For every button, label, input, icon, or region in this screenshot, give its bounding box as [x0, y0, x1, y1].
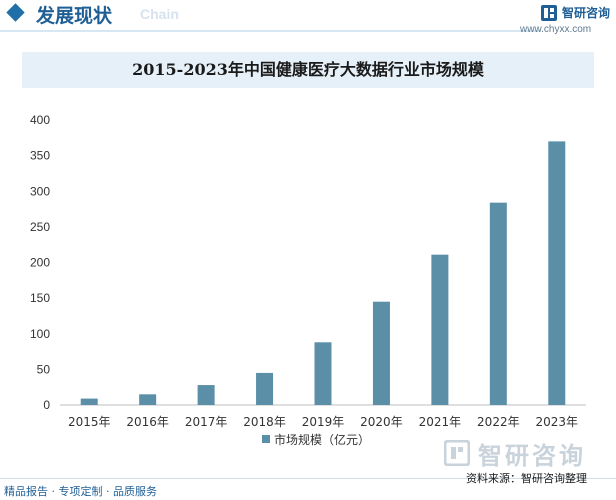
y-tick-label: 250 — [30, 220, 50, 234]
x-tick-label: 2020年 — [360, 415, 403, 429]
x-tick-label: 2016年 — [126, 415, 169, 429]
y-tick-label: 150 — [30, 291, 50, 305]
x-tick-label: 2022年 — [477, 415, 520, 429]
bar-2022年 — [489, 202, 507, 405]
y-tick-label: 100 — [30, 327, 50, 341]
x-tick-label: 2019年 — [302, 415, 345, 429]
section-subtitle: Chain — [140, 6, 179, 22]
watermark-logo-icon — [444, 440, 470, 466]
brand-url: www.chyxx.com — [520, 24, 592, 35]
footer-divider — [0, 478, 616, 479]
legend-swatch — [262, 435, 270, 443]
y-tick-label: 200 — [30, 256, 50, 270]
source-note: 资料来源：智研咨询整理 — [466, 472, 587, 485]
bar-2016年 — [139, 394, 157, 405]
header: 发展现状 Chain 智研咨询 www.chyxx.com — [0, 0, 616, 44]
x-tick-label: 2015年 — [68, 415, 111, 429]
y-tick-label: 50 — [37, 362, 51, 376]
chart-title-band — [22, 52, 594, 88]
bar-2021年 — [431, 254, 449, 405]
x-tick-label: 2018年 — [243, 415, 286, 429]
brand-logo-icon — [541, 5, 557, 21]
header-divider — [0, 30, 540, 32]
bar-2019年 — [314, 342, 332, 405]
chart-title: 2015-2023年中国健康医疗大数据行业市场规模 — [132, 60, 484, 79]
footer-slogan: 精品报告 · 专项定制 · 品质服务 — [4, 485, 157, 498]
bar-2020年 — [372, 301, 390, 405]
y-tick-label: 0 — [43, 398, 50, 412]
bar-2023年 — [548, 141, 566, 405]
x-tick-label: 2023年 — [536, 415, 579, 429]
bar-2017年 — [197, 385, 215, 405]
brand-name: 智研咨询 — [562, 6, 611, 20]
y-tick-label: 300 — [30, 184, 50, 198]
legend-label: 市场规模（亿元） — [274, 432, 370, 447]
bar-2018年 — [256, 372, 274, 405]
x-tick-label: 2017年 — [185, 415, 228, 429]
bar-chart: 0 50 100 150 200 250 300 350 400 2015年 2016年 2017年 2… — [30, 113, 586, 447]
watermark-text: 智研咨询 — [478, 442, 586, 470]
x-tick-label: 2021年 — [419, 415, 462, 429]
y-tick-label: 400 — [30, 113, 50, 127]
section-title: 发展现状 — [36, 5, 113, 27]
y-tick-label: 350 — [30, 149, 50, 163]
bar-2015年 — [80, 398, 98, 405]
